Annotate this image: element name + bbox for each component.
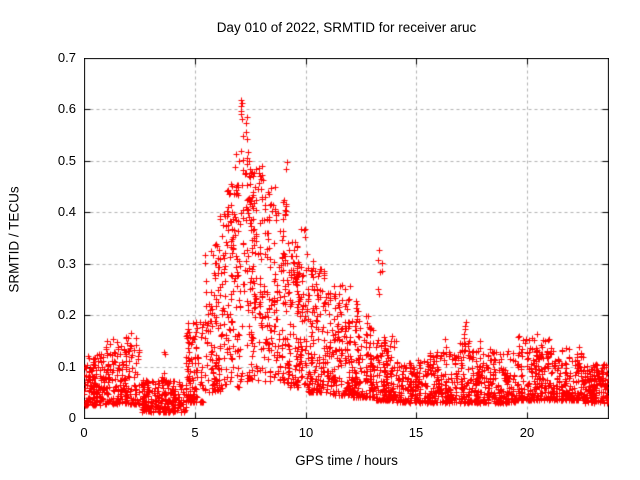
x-axis-label: GPS time / hours xyxy=(295,453,398,468)
y-tick-label: 0.3 xyxy=(57,256,76,271)
chart-title: Day 010 of 2022, SRMTID for receiver aru… xyxy=(216,20,477,35)
x-tick-label: 0 xyxy=(80,425,88,440)
y-tick-label: 0.6 xyxy=(57,101,76,116)
y-tick-label: 0.2 xyxy=(57,307,76,322)
x-tick-label: 20 xyxy=(519,425,535,440)
plot-canvas xyxy=(84,58,609,419)
x-tick-label: 10 xyxy=(298,425,314,440)
y-tick-label: 0.4 xyxy=(57,204,76,219)
y-tick-label: 0.1 xyxy=(57,359,76,374)
x-tick-label: 15 xyxy=(408,425,424,440)
y-tick-label: 0.5 xyxy=(57,153,76,168)
x-tick-label: 5 xyxy=(191,425,199,440)
y-tick-label: 0.7 xyxy=(57,50,76,65)
y-tick-label: 0 xyxy=(68,410,76,425)
